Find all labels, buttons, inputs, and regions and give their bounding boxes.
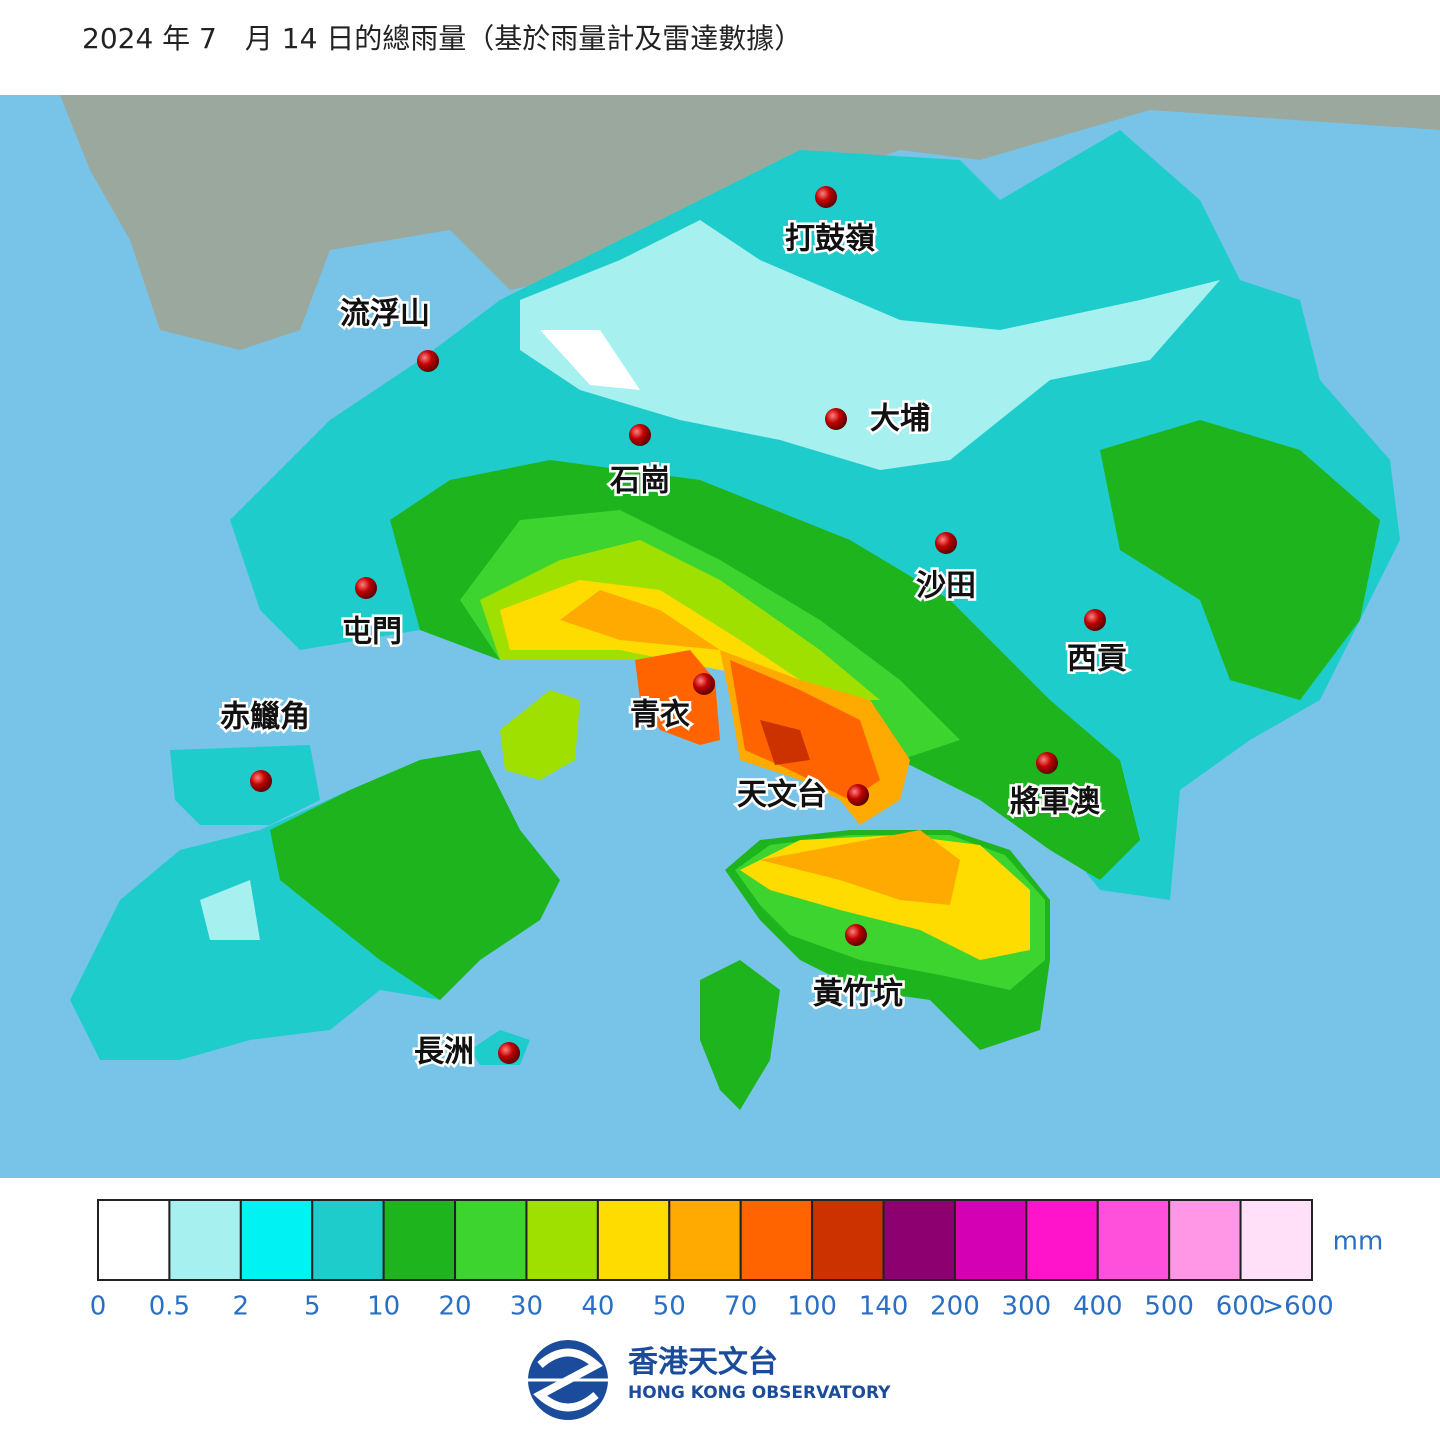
legend-swatch <box>311 1199 385 1281</box>
station-label: 沙田 <box>916 569 976 604</box>
station-dot <box>847 784 869 806</box>
legend-label: 20 <box>439 1292 472 1322</box>
legend-label: 50 <box>653 1292 686 1322</box>
legend-label: 2 <box>233 1292 250 1322</box>
legend-label: 300 <box>1002 1292 1052 1322</box>
legend: mm 0 0.5 2 5 10 20 30 40 50 70 100 140 200 300 400 500 6… <box>90 1199 1384 1322</box>
legend-label: 5 <box>304 1292 321 1322</box>
station-label: 黃竹坑 <box>813 977 903 1012</box>
station-label: 流浮山 <box>340 297 430 332</box>
stations: 打鼓嶺 流浮山 大埔 石崗 沙田 屯門 西貢 赤鱲角 青衣 將軍澳 天文台 黃竹… <box>218 186 1130 1072</box>
station-label: 長洲 <box>414 1035 474 1070</box>
legend-label: 100 <box>787 1292 837 1322</box>
legend-swatch <box>596 1199 671 1281</box>
station-label: 青衣 <box>630 698 690 733</box>
station-dot <box>355 577 377 599</box>
legend-label: 70 <box>724 1292 757 1322</box>
legend-label: 200 <box>930 1292 980 1322</box>
legend-label: 30 <box>510 1292 543 1322</box>
legend-swatch <box>1096 1199 1171 1281</box>
legend-swatch <box>953 1199 1028 1281</box>
legend-swatch <box>97 1199 171 1281</box>
legend-swatch <box>239 1199 314 1281</box>
legend-label: 10 <box>367 1292 400 1322</box>
station-dot <box>250 770 272 792</box>
station-label: 西貢 <box>1067 642 1127 677</box>
legend-label: 600 <box>1216 1292 1266 1322</box>
legend-label: 0.5 <box>149 1292 190 1322</box>
station-dot <box>1036 752 1058 774</box>
legend-swatch <box>1239 1199 1314 1281</box>
legend-swatch <box>168 1199 242 1281</box>
legend-swatch <box>739 1199 814 1281</box>
station-label: 天文台 <box>737 778 827 813</box>
legend-swatch <box>882 1199 956 1281</box>
station-label: 打鼓嶺 <box>785 222 875 257</box>
legend-swatch <box>668 1199 742 1281</box>
station-dot <box>825 408 847 430</box>
station-label: 大埔 <box>870 402 930 437</box>
station-dot <box>935 532 957 554</box>
logo-name-zh: 香港天文台 <box>628 1345 778 1380</box>
title: 2024 年 7 月 14 日的總雨量（基於雨量計及雷達數據） <box>82 22 802 55</box>
map <box>0 95 1440 1178</box>
legend-label: >600 <box>1262 1292 1333 1322</box>
logo: 香港天文台 HONG KONG OBSERVATORY <box>528 1340 891 1420</box>
station-dot <box>498 1042 520 1064</box>
station-dot <box>693 673 715 695</box>
station-dot <box>815 186 837 208</box>
legend-label: 140 <box>859 1292 909 1322</box>
legend-swatch <box>811 1199 885 1281</box>
legend-unit: mm <box>1333 1227 1384 1257</box>
legend-swatch <box>1168 1199 1242 1281</box>
legend-swatch <box>382 1199 457 1281</box>
station-dot <box>629 424 651 446</box>
logo-name-en: HONG KONG OBSERVATORY <box>628 1383 891 1403</box>
legend-swatch <box>525 1199 599 1281</box>
legend-swatch <box>454 1199 528 1281</box>
legend-label: 40 <box>581 1292 614 1322</box>
station-label: 赤鱲角 <box>220 700 310 735</box>
legend-label: 500 <box>1144 1292 1194 1322</box>
station-label: 石崗 <box>609 464 670 499</box>
legend-swatch <box>1025 1199 1099 1281</box>
station-dot <box>417 350 439 372</box>
legend-label: 400 <box>1073 1292 1123 1322</box>
legend-label: 0 <box>90 1292 107 1322</box>
station-label: 將軍澳 <box>1010 785 1101 820</box>
station-dot <box>1084 609 1106 631</box>
station-dot <box>845 924 867 946</box>
station-label: 屯門 <box>342 615 402 650</box>
